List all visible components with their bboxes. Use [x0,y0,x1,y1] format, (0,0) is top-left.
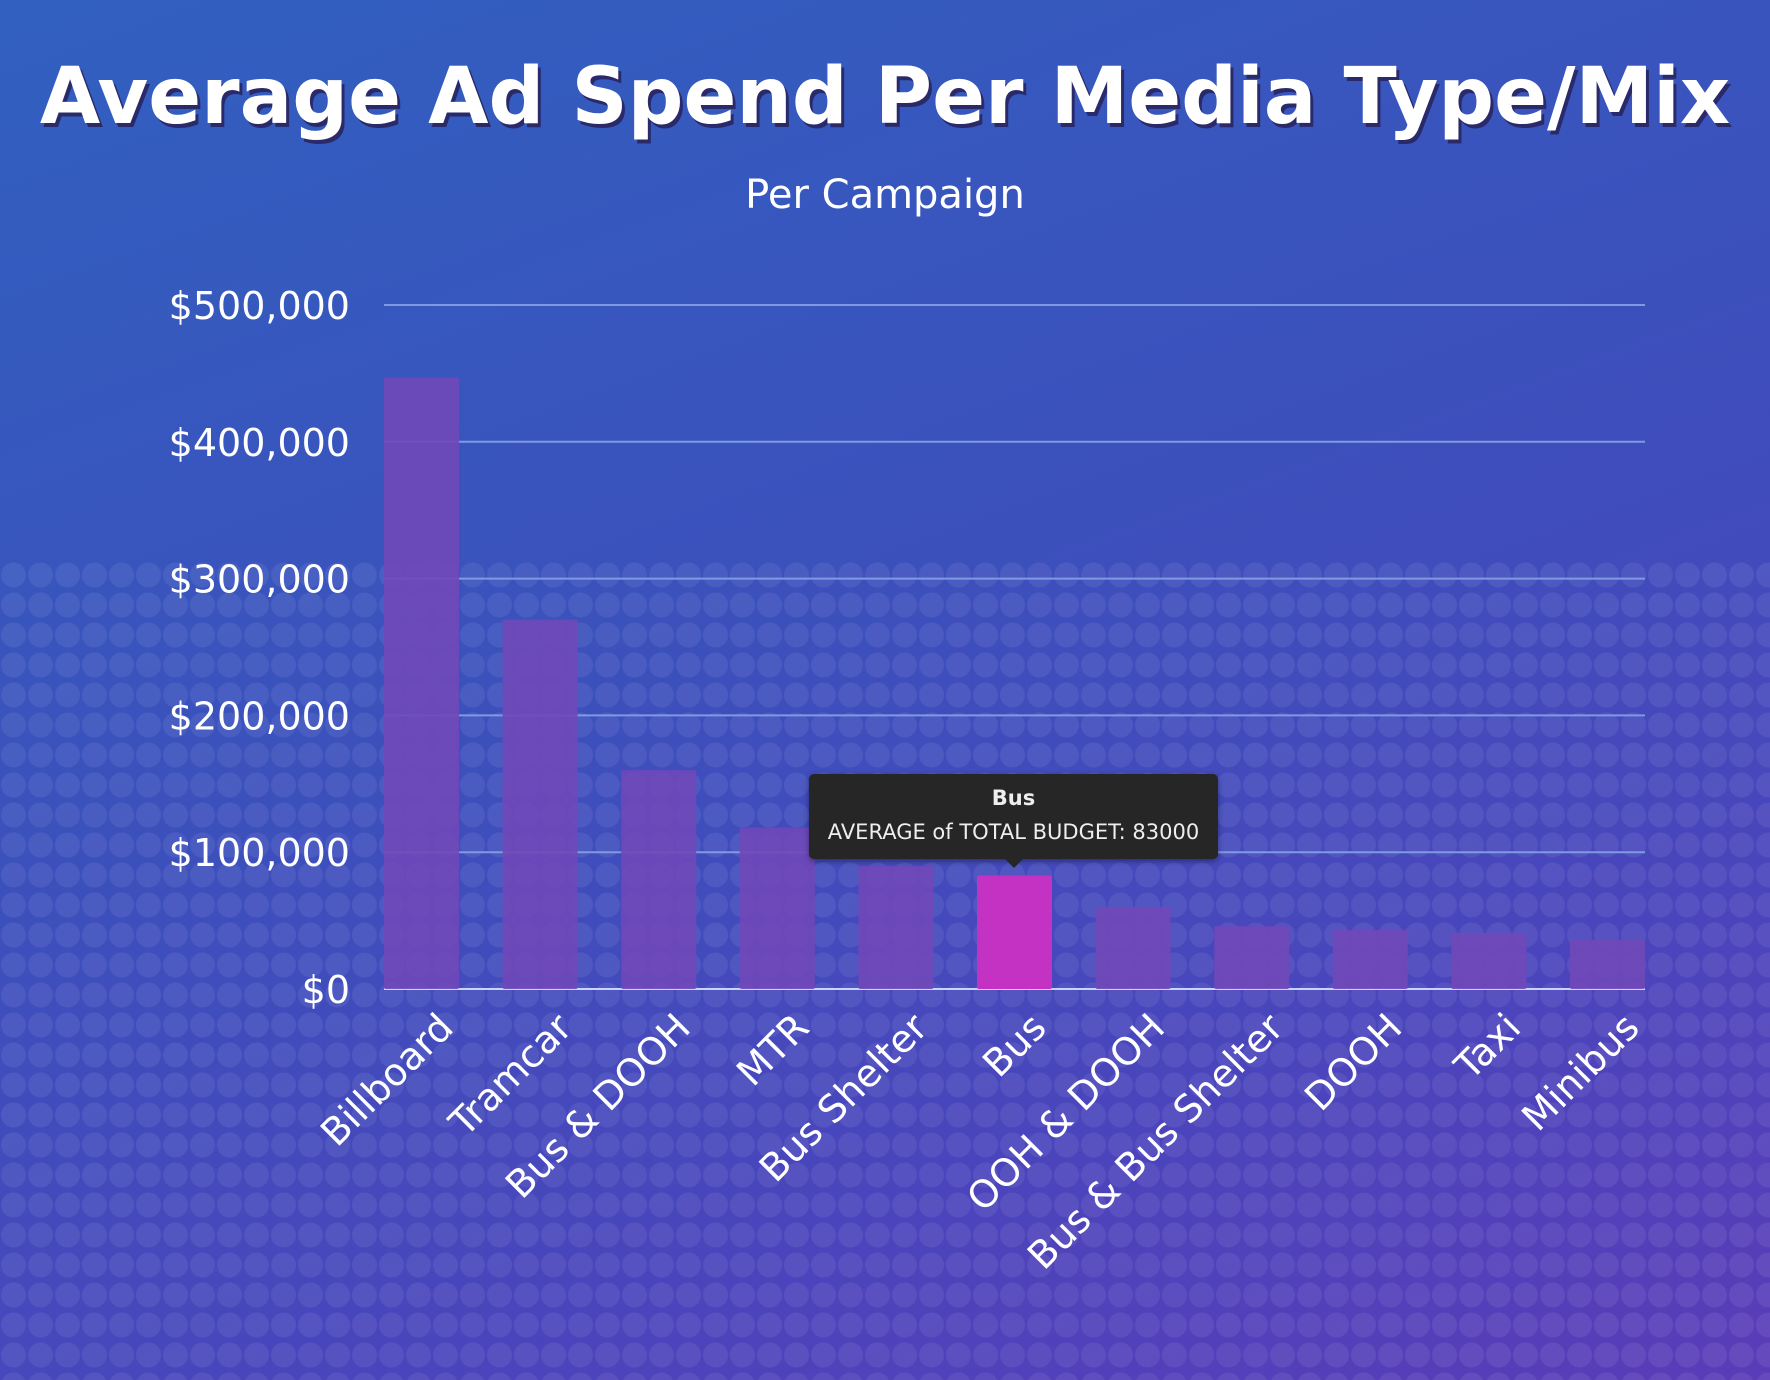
x-tick-label: Billboard [312,1005,462,1155]
bar [1451,932,1527,989]
tooltip-text: AVERAGE of TOTAL BUDGET: 83000 [827,820,1200,844]
bar [858,865,934,989]
bar [1214,926,1290,989]
y-tick-label: $500,000 [169,284,350,328]
y-tick-label: $300,000 [169,558,350,602]
bar [1570,939,1645,989]
x-tick-label: Taxi [1445,1005,1529,1089]
x-tick-label: MTR [728,1005,817,1094]
bar [502,619,578,989]
y-tick-label: $400,000 [169,421,350,465]
tooltip: Bus AVERAGE of TOTAL BUDGET: 83000 [809,774,1218,868]
bar [384,377,459,989]
tooltip-title: Bus [991,786,1036,810]
y-tick-label: $200,000 [169,694,350,738]
chart-subtitle: Per Campaign [745,172,1025,218]
x-tick-label: DOOH [1296,1005,1410,1119]
bar [977,875,1052,989]
bar [1095,906,1171,989]
bar [1332,930,1408,989]
y-tick-label: $100,000 [169,831,350,875]
bar [739,827,815,989]
chart-title: Average Ad Spend Per Media Type/Mix [39,52,1731,142]
y-tick-label: $0 [302,968,350,1012]
x-tick-label: Minibus [1513,1005,1647,1139]
bar [621,770,697,989]
x-tick-label: Bus [974,1005,1055,1086]
